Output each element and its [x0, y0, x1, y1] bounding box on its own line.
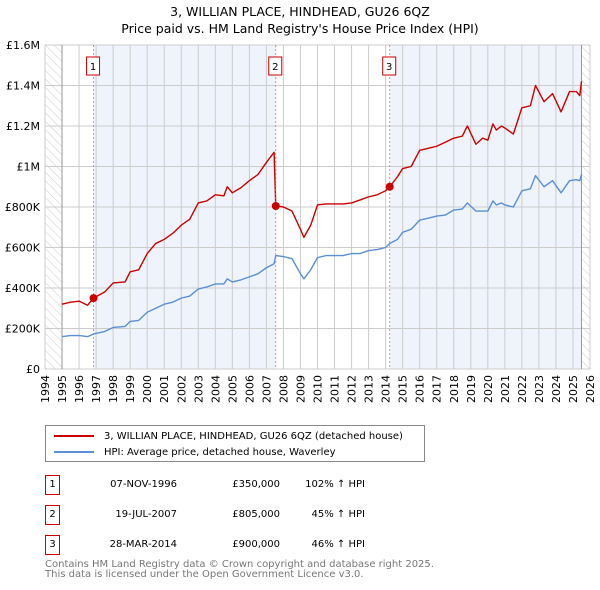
x-tick-label: 2006 [243, 375, 256, 403]
legend-label: 3, WILLIAN PLACE, HINDHEAD, GU26 6QZ (de… [104, 430, 403, 442]
footer-copyright: Contains HM Land Registry data © Crown c… [45, 559, 434, 570]
sale-point [89, 294, 98, 303]
y-tick-label: £200K [5, 323, 41, 336]
sale-row: 3 28-MAR-2014 £900,000 46% ↑ HPI [45, 535, 445, 555]
x-tick-label: 2019 [465, 375, 478, 403]
sale-number: 3 [45, 535, 60, 555]
sale-price: £900,000 [232, 539, 280, 550]
sale-row: 2 19-JUL-2007 £805,000 45% ↑ HPI [45, 505, 445, 525]
x-tick-label: 1995 [56, 375, 69, 403]
x-tick-label: 2010 [312, 375, 325, 403]
sale-number: 2 [45, 505, 60, 525]
x-tick-label: 2012 [346, 375, 359, 403]
x-tick-label: 2022 [516, 375, 529, 403]
sale-hpi: 45% ↑ HPI [311, 509, 365, 520]
x-tick-label: 2008 [277, 375, 290, 403]
sale-date: 28-MAR-2014 [109, 539, 177, 550]
x-tick-label: 2020 [482, 375, 495, 403]
y-tick-label: £600K [5, 242, 41, 255]
x-tick-label: 1998 [107, 375, 120, 403]
blue-line-swatch [54, 451, 94, 453]
x-tick-label: 2011 [329, 375, 342, 403]
sale-marker-label: 1 [90, 62, 96, 73]
sale-marker-box [268, 56, 283, 76]
price-chart: 1 2 3 1994 1995 1996 1997 1998 1999 2000 2001 2002 2… [5, 39, 597, 403]
x-tick-label: 2014 [380, 375, 393, 403]
property-price-line [61, 81, 583, 306]
sale-date: 19-JUL-2007 [115, 509, 177, 520]
x-tick-label: 2015 [397, 375, 410, 403]
chart-subtitle: Price paid vs. HM Land Registry's House … [121, 21, 479, 36]
x-tick-label: 2018 [448, 375, 461, 403]
sale-marker-label: 2 [272, 62, 278, 73]
x-tick-label: 1994 [39, 375, 52, 403]
sale-point [385, 182, 394, 191]
y-tick-label: £1.6M [6, 39, 40, 52]
sale-price: £350,000 [232, 479, 280, 490]
x-tick-label: 2023 [533, 375, 546, 403]
x-tick-label: 2005 [226, 375, 239, 403]
x-tick-label: 2002 [175, 375, 188, 403]
x-tick-label: 2017 [431, 375, 444, 403]
chart-title: 3, WILLIAN PLACE, HINDHEAD, GU26 6QZ [170, 4, 430, 19]
x-tick-label: 2016 [414, 375, 427, 403]
sale-hpi: 102% ↑ HPI [305, 479, 365, 490]
sale-date: 07-NOV-1996 [110, 479, 177, 490]
y-tick-label: £0 [26, 363, 40, 376]
x-tick-label: 2026 [584, 375, 597, 403]
y-tick-label: £1M [17, 161, 41, 174]
x-tick-label: 2009 [294, 375, 307, 403]
sale-row: 1 07-NOV-1996 £350,000 102% ↑ HPI [45, 475, 445, 495]
x-tick-label: 2004 [209, 375, 222, 403]
x-tick-label: 2021 [499, 375, 512, 403]
x-tick-label: 1996 [73, 375, 86, 403]
legend-label: HPI: Average price, detached house, Wave… [104, 446, 336, 458]
sale-marker-label: 3 [386, 62, 392, 73]
sale-point [271, 201, 280, 210]
x-tick-label: 2000 [141, 375, 154, 403]
x-tick-label: 2025 [567, 375, 580, 403]
sale-marker-box [86, 56, 101, 76]
sale-price: £805,000 [232, 509, 280, 520]
sale-hpi: 46% ↑ HPI [311, 539, 365, 550]
sale-marker-box [382, 56, 397, 76]
x-tick-label: 2007 [260, 375, 273, 403]
red-line-swatch [54, 435, 94, 437]
x-tick-label: 1997 [90, 375, 103, 403]
y-tick-label: £1.4M [6, 80, 40, 93]
y-tick-label: £800K [5, 201, 41, 214]
legend: 3, WILLIAN PLACE, HINDHEAD, GU26 6QZ (de… [45, 425, 425, 462]
y-tick-label: £400K [5, 282, 41, 295]
x-tick-label: 2001 [158, 375, 171, 403]
x-tick-label: 2024 [550, 375, 563, 403]
hpi-line [61, 174, 583, 338]
footer: Contains HM Land Registry data © Crown c… [45, 560, 434, 579]
legend-item-property: 3, WILLIAN PLACE, HINDHEAD, GU26 6QZ (de… [54, 429, 403, 443]
x-tick-label: 1999 [124, 375, 137, 403]
x-tick-label: 2013 [363, 375, 376, 403]
y-tick-label: £1.2M [6, 120, 40, 133]
footer-licence: This data is licensed under the Open Gov… [45, 568, 364, 580]
legend-item-hpi: HPI: Average price, detached house, Wave… [54, 445, 336, 459]
sale-number: 1 [45, 475, 60, 495]
x-tick-label: 2003 [192, 375, 205, 403]
